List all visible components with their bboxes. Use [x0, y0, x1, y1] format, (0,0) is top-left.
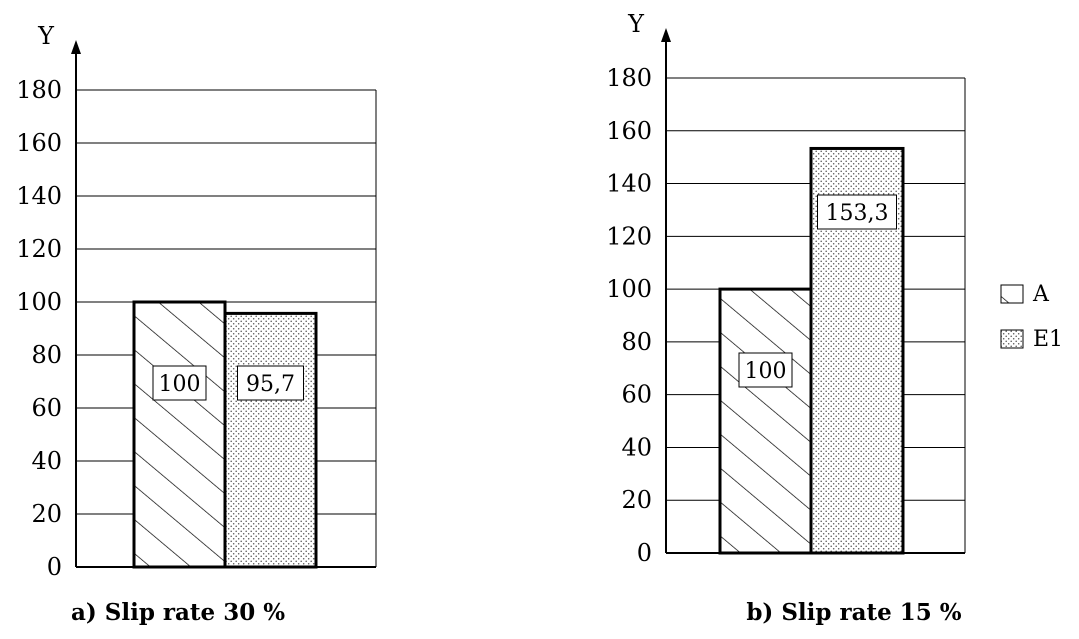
y-tick-label: 140 [606, 170, 652, 198]
y-tick-label: 160 [606, 117, 652, 145]
bar-a [718, 287, 813, 555]
chart-b: 0 20 40 60 80 100 120 140 160 180 Y 100 153,3 b) Slip… [606, 10, 966, 626]
data-label-box [152, 365, 207, 401]
y-tick-label: 80 [621, 328, 652, 356]
legend-label-a: A [1032, 282, 1050, 307]
y-tick-label: 60 [31, 394, 62, 422]
y-tick-label: 120 [606, 222, 652, 250]
y-tick-label: 20 [31, 500, 62, 528]
y-tick-label: 100 [606, 275, 652, 303]
legend-label-e1: E1 [1033, 327, 1063, 352]
bar-e1 [223, 311, 318, 569]
legend-swatch-a [1000, 284, 1024, 304]
data-label-e1: 95,7 [246, 372, 295, 397]
y-tick-label: 0 [637, 539, 652, 567]
data-label-a: 100 [159, 372, 201, 397]
y-tick-label: 40 [621, 433, 652, 461]
y-tick-label: 140 [16, 182, 62, 210]
y-axis-arrow [71, 40, 81, 54]
y-tick-label: 20 [621, 486, 652, 514]
y-tick-label: 40 [31, 447, 62, 475]
data-label-box [817, 194, 897, 230]
bar-a [132, 300, 227, 569]
data-label-e1: 153,3 [826, 201, 889, 226]
y-tick-label: 120 [16, 235, 62, 263]
chart-caption: b) Slip rate 15 % [746, 599, 961, 626]
y-tick-label: 180 [606, 64, 652, 92]
chart-caption: a) Slip rate 30 % [71, 599, 285, 626]
data-label-box [738, 352, 793, 388]
y-tick-label: 100 [16, 288, 62, 316]
y-tick-label: 180 [16, 76, 62, 104]
y-axis-arrow [661, 28, 671, 42]
legend-swatch-e1 [1000, 329, 1024, 349]
y-tick-label: 0 [47, 553, 62, 581]
chart-a: 0 20 40 60 80 100 120 140 160 180 Y 100 95,7 a) Slip … [16, 22, 377, 626]
y-axis-label: Y [37, 22, 55, 50]
y-tick-label: 60 [621, 381, 652, 409]
y-axis-label: Y [627, 10, 645, 38]
y-tick-label: 80 [31, 341, 62, 369]
y-tick-label: 160 [16, 129, 62, 157]
data-label-box [237, 365, 304, 401]
data-label-a: 100 [745, 359, 787, 384]
legend: A E1 [1000, 282, 1063, 352]
